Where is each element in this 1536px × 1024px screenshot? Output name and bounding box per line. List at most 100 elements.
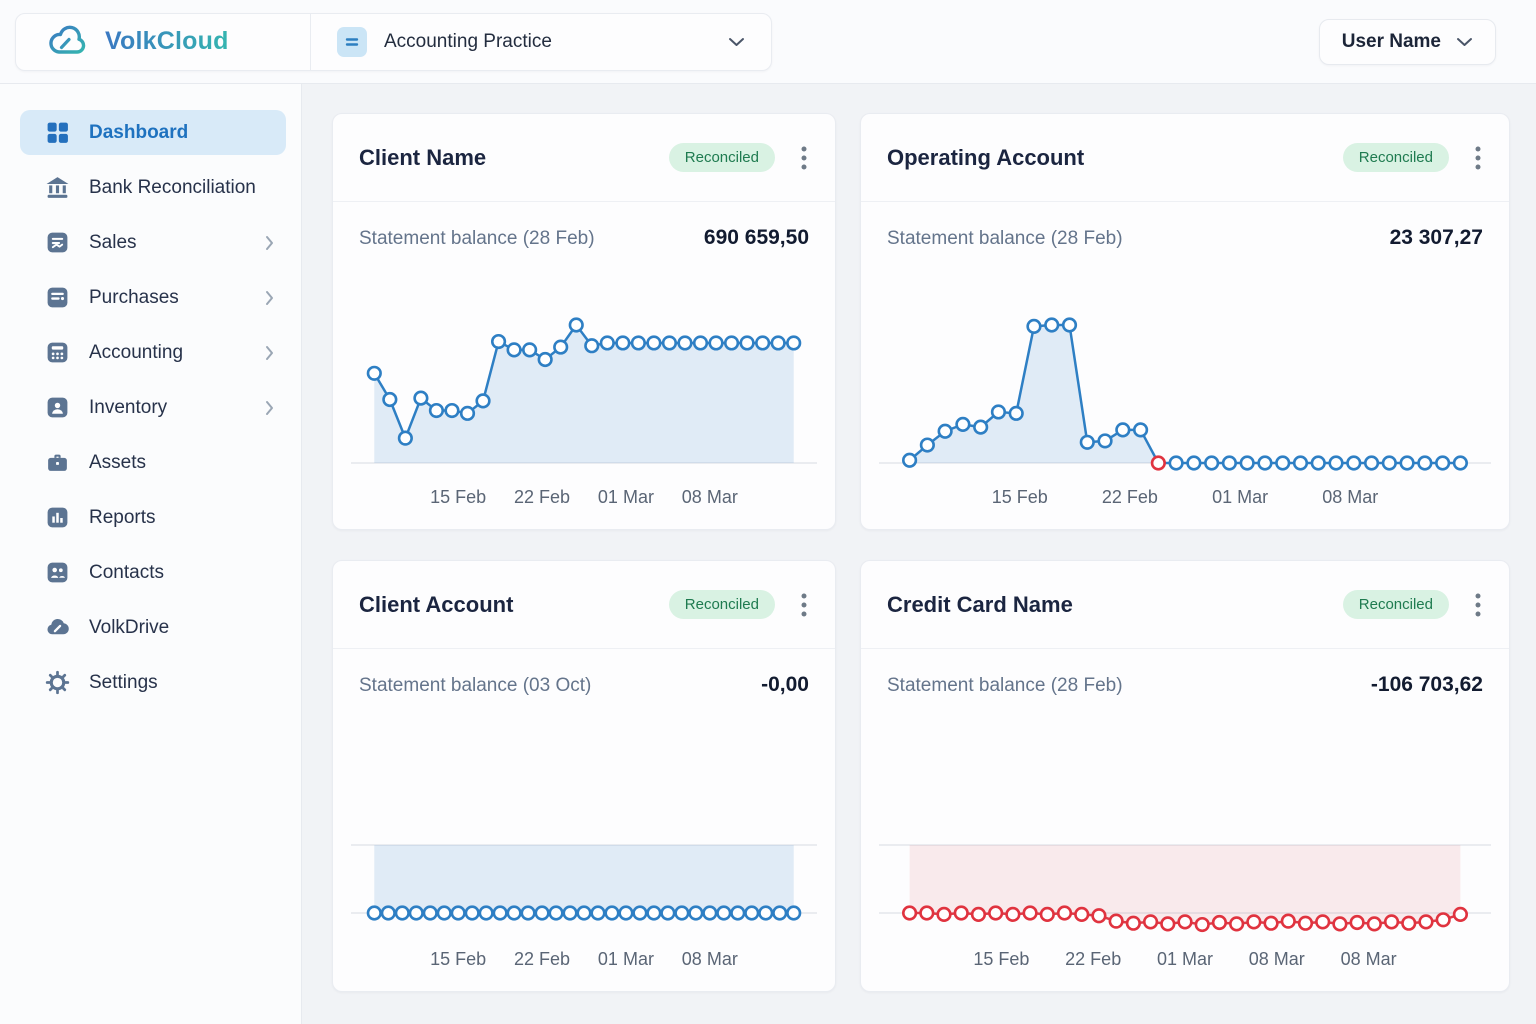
x-tick-label: 01 Mar <box>597 487 654 507</box>
chart-x-axis-labels: 15 Feb 22 Feb 01 Mar 08 Mar <box>879 471 1491 515</box>
kebab-menu-button[interactable] <box>795 141 813 175</box>
account-card-2: Client Account Reconciled Statement bala… <box>332 560 836 992</box>
statement-value: 23 307,27 <box>1389 226 1483 249</box>
statement-label: Statement balance (28 Feb) <box>887 675 1123 696</box>
kebab-icon <box>1475 593 1481 616</box>
sidebar-item-label: Dashboard <box>89 121 189 143</box>
x-tick-label: 08 Mar <box>681 487 738 507</box>
sidebar-item-dashboard[interactable]: Dashboard <box>20 110 286 155</box>
chevron-down-icon <box>729 37 744 46</box>
chevron-right-icon <box>266 345 273 360</box>
sidebar-item-inventory[interactable]: Inventory <box>20 385 286 430</box>
account-card-3: Credit Card Name Reconciled Statement ba… <box>860 560 1510 992</box>
statement-value: 690 659,50 <box>703 226 809 249</box>
card-header: Client Account Reconciled <box>333 561 835 649</box>
card-title: Client Name <box>359 144 487 170</box>
kebab-menu-button[interactable] <box>1469 141 1487 175</box>
practice-selector-label: Accounting Practice <box>384 30 552 52</box>
kebab-icon <box>801 146 807 169</box>
sidebar-item-reports[interactable]: Reports <box>20 495 286 540</box>
x-tick-label: 15 Feb <box>430 949 487 969</box>
x-tick-label: 01 Mar <box>1212 487 1269 507</box>
kebab-icon <box>801 593 807 616</box>
reconciled-badge: Reconciled <box>668 143 775 172</box>
chart-wrap: 15 Feb 22 Feb 01 Mar 08 Mar <box>351 250 817 515</box>
statement-value: -0,00 <box>761 673 809 696</box>
reconciled-badge: Reconciled <box>668 590 775 619</box>
balance-sparkline-chart <box>879 317 1491 471</box>
sidebar-item-label: Purchases <box>89 286 179 308</box>
balance-sparkline-chart <box>351 317 817 464</box>
account-card-0: Client Name Reconciled Statement balance… <box>332 113 836 530</box>
card-title: Credit Card Name <box>887 591 1073 617</box>
statement-label: Statement balance (03 Oct) <box>359 675 592 696</box>
sidebar-nav: Dashboard Bank Reconciliation Sales Purchas… <box>0 84 302 1024</box>
chevron-down-icon <box>1457 37 1472 46</box>
assets-icon <box>45 450 70 475</box>
reports-icon <box>45 505 70 530</box>
sidebar-item-sales[interactable]: Sales <box>20 220 286 265</box>
card-title: Operating Account <box>887 144 1085 170</box>
contacts-icon <box>45 560 70 585</box>
accounting-icon <box>45 340 70 365</box>
sidebar-item-accounting[interactable]: Accounting <box>20 330 286 375</box>
x-tick-label: 15 Feb <box>973 949 1030 969</box>
dashboard-icon <box>45 120 70 145</box>
sidebar-item-assets[interactable]: Assets <box>20 440 286 485</box>
x-tick-label: 01 Mar <box>597 949 654 969</box>
x-tick-label: 22 Feb <box>1101 487 1158 507</box>
sidebar-item-purchases[interactable]: Purchases <box>20 275 286 320</box>
account-card-1: Operating Account Reconciled Statement b… <box>860 113 1510 530</box>
x-tick-label: 08 Mar <box>1322 487 1379 507</box>
x-tick-label: 08 Mar <box>1340 949 1397 969</box>
balance-sparkline-chart <box>879 844 1491 933</box>
sidebar-item-label: Contacts <box>89 561 164 583</box>
card-header: Client Name Reconciled <box>333 114 835 202</box>
statement-row: Statement balance (28 Feb) 690 659,50 <box>359 226 809 250</box>
x-tick-label: 08 Mar <box>681 949 738 969</box>
top-header: VolkCloud Accounting Practice User Name <box>0 0 1536 84</box>
sidebar-item-label: VolkDrive <box>89 616 170 638</box>
sidebar-item-settings[interactable]: Settings <box>20 660 286 705</box>
card-body: Statement balance (28 Feb) -106 703,62 1… <box>861 649 1509 991</box>
chevron-right-icon <box>266 290 273 305</box>
sales-icon <box>45 230 70 255</box>
sidebar-item-label: Sales <box>89 231 137 253</box>
volkdrive-icon <box>45 615 70 640</box>
practice-selector[interactable]: Accounting Practice <box>311 14 771 70</box>
main-content: Client Name Reconciled Statement balance… <box>302 84 1536 1024</box>
cloud-logo-icon <box>49 25 86 54</box>
statement-row: Statement balance (03 Oct) -0,00 <box>359 673 809 697</box>
x-tick-label: 08 Mar <box>1248 949 1305 969</box>
reconciled-badge: Reconciled <box>1342 143 1449 172</box>
card-header: Credit Card Name Reconciled <box>861 561 1509 649</box>
brand-name: VolkCloud <box>105 27 229 55</box>
brand-and-practice-bar: VolkCloud Accounting Practice <box>15 12 772 71</box>
practice-list-icon <box>337 26 367 57</box>
sidebar-item-contacts[interactable]: Contacts <box>20 550 286 595</box>
sidebar-item-volkdrive[interactable]: VolkDrive <box>20 605 286 650</box>
sidebar-item-label: Inventory <box>89 396 168 418</box>
settings-icon <box>45 670 70 695</box>
statement-row: Statement balance (28 Feb) -106 703,62 <box>887 673 1483 697</box>
chart-x-axis-labels: 15 Feb 22 Feb 01 Mar 08 Mar <box>351 471 817 515</box>
x-tick-label: 01 Mar <box>1156 949 1214 969</box>
x-tick-label: 22 Feb <box>1065 949 1122 969</box>
kebab-icon <box>1475 146 1481 169</box>
sidebar-item-bank-reconciliation[interactable]: Bank Reconciliation <box>20 165 286 210</box>
inventory-icon <box>45 395 70 420</box>
x-tick-label: 15 Feb <box>430 487 487 507</box>
chart-wrap: 15 Feb 22 Feb 01 Mar 08 Mar <box>351 697 817 977</box>
user-menu-button[interactable]: User Name <box>1318 18 1496 65</box>
kebab-menu-button[interactable] <box>795 588 813 622</box>
sidebar-item-label: Assets <box>89 451 147 473</box>
sidebar-item-label: Reports <box>89 506 156 528</box>
reconciled-badge: Reconciled <box>1342 590 1449 619</box>
card-body: Statement balance (28 Feb) 23 307,27 15 … <box>861 202 1509 529</box>
header-divider <box>310 13 311 70</box>
app-body: Dashboard Bank Reconciliation Sales Purchas… <box>0 84 1536 1024</box>
x-tick-label: 15 Feb <box>991 487 1048 507</box>
sidebar-item-label: Bank Reconciliation <box>89 176 256 198</box>
chart-x-axis-labels: 15 Feb 22 Feb 01 Mar 08 Mar 08 Mar <box>879 933 1491 977</box>
kebab-menu-button[interactable] <box>1469 588 1487 622</box>
